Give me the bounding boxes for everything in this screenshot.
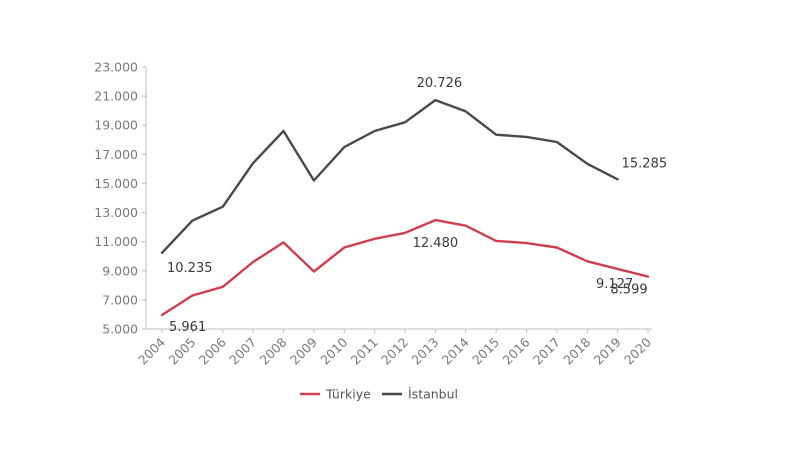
data-label: 15.285 [622, 156, 668, 171]
y-tick-label: 21.000 [94, 89, 138, 104]
x-tick-label: 2020 [621, 334, 654, 367]
x-tick-label: 2007 [226, 335, 259, 368]
data-label: 5.961 [169, 320, 206, 335]
x-tick-label: 2009 [287, 334, 320, 367]
y-tick-label: 23.000 [94, 60, 138, 75]
y-tick-label: 19.000 [94, 118, 138, 133]
x-tick-label: 2004 [135, 334, 168, 367]
x-tick-label: 2014 [439, 334, 472, 367]
legend-label: Türkiye [325, 387, 371, 402]
series-line-0 [160, 218, 650, 317]
y-axis: 5.000 7.000 9.000 11.000 13.000 15.000 17.000 1… [94, 60, 147, 337]
series-layer [160, 98, 650, 317]
y-tick-label: 5.000 [102, 322, 138, 337]
x-tick-label: 2006 [196, 334, 229, 367]
data-label: 8.599 [610, 283, 647, 298]
y-tick-label: 11.000 [94, 234, 138, 249]
x-tick-label: 2008 [257, 334, 290, 367]
x-axis: 2004200520062007200820092010201120122013… [135, 328, 654, 368]
data-label: 20.726 [417, 76, 463, 91]
x-tick-label: 2011 [348, 335, 381, 368]
x-tick-label: 2012 [378, 335, 411, 368]
legend-label: İstanbul [408, 387, 458, 402]
y-tick-label: 9.000 [102, 263, 138, 278]
y-tick-label: 7.000 [102, 292, 138, 307]
x-tick-label: 2010 [317, 334, 350, 367]
data-label: 9.127 [596, 277, 633, 292]
series-line-1 [160, 98, 619, 255]
legend: Türkiye İstanbul [300, 387, 458, 402]
data-label: 12.480 [413, 236, 459, 251]
x-tick-label: 2017 [530, 335, 563, 368]
y-tick-label: 17.000 [94, 147, 138, 162]
y-tick-label: 15.000 [94, 176, 138, 191]
x-tick-label: 2013 [408, 335, 441, 368]
x-tick-label: 2016 [500, 334, 533, 367]
y-tick-label: 13.000 [94, 205, 138, 220]
x-tick-label: 2018 [560, 334, 593, 367]
x-tick-label: 2015 [469, 335, 502, 368]
x-tick-label: 2019 [591, 334, 624, 367]
data-label: 10.235 [167, 261, 213, 276]
x-tick-label: 2005 [165, 335, 198, 368]
